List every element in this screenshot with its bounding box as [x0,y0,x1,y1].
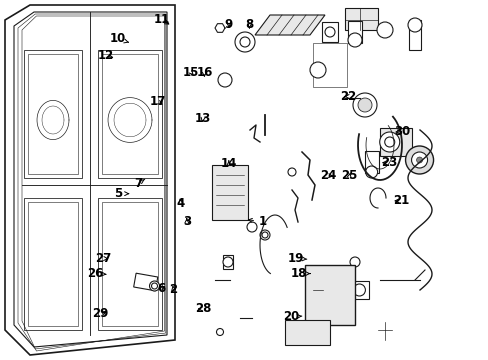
Circle shape [349,257,359,267]
Polygon shape [5,5,175,355]
Circle shape [287,168,295,176]
Circle shape [315,73,324,81]
Circle shape [262,232,267,238]
Circle shape [335,73,343,81]
Text: 28: 28 [194,302,211,315]
Circle shape [223,257,232,267]
Text: 11: 11 [153,13,169,26]
Text: 4: 4 [177,197,184,210]
Text: 7: 7 [134,177,144,190]
Text: 8: 8 [245,18,253,31]
Circle shape [384,137,394,147]
Text: 24: 24 [320,169,336,182]
Text: 22: 22 [339,90,356,103]
Polygon shape [285,320,329,345]
Text: 15: 15 [182,66,199,78]
Circle shape [379,132,399,152]
Bar [223,255,232,269]
Circle shape [411,152,427,168]
Circle shape [315,49,324,57]
Text: 23: 23 [380,156,396,169]
Circle shape [352,93,376,117]
Bar [408,20,420,50]
Polygon shape [305,265,354,325]
Text: 12: 12 [97,49,114,62]
Polygon shape [212,165,247,220]
Text: 19: 19 [287,252,306,265]
Bar [379,128,411,156]
Bar [312,43,346,87]
Circle shape [309,62,325,78]
Text: 6: 6 [157,282,165,294]
Text: 5: 5 [114,187,128,200]
Text: 21: 21 [392,194,408,207]
Text: 1: 1 [248,215,266,228]
Circle shape [376,22,392,38]
Bar [349,281,368,299]
Bar [321,22,337,42]
Circle shape [325,27,334,37]
Circle shape [416,157,422,163]
Polygon shape [254,15,325,35]
Circle shape [407,18,421,32]
Circle shape [347,33,361,47]
Circle shape [246,222,257,232]
Text: 17: 17 [149,95,165,108]
Text: 18: 18 [290,267,309,280]
Text: 16: 16 [196,66,212,78]
Circle shape [405,146,433,174]
Circle shape [218,73,231,87]
Text: 25: 25 [341,169,357,182]
Text: 14: 14 [220,157,237,170]
Circle shape [240,37,249,47]
Text: 3: 3 [183,215,190,228]
Polygon shape [345,8,377,30]
Bar [133,273,158,291]
Text: 13: 13 [194,112,211,125]
Text: 26: 26 [86,267,106,280]
Bar [364,151,378,173]
Text: 27: 27 [95,252,112,265]
Text: 10: 10 [109,32,128,45]
Circle shape [151,283,157,289]
Circle shape [216,329,223,336]
Text: 20: 20 [282,310,301,323]
Text: 9: 9 [224,18,232,31]
Text: 29: 29 [92,307,108,320]
Circle shape [149,281,159,291]
Circle shape [353,284,365,296]
Text: 30: 30 [393,125,409,138]
Circle shape [357,98,371,112]
Circle shape [235,32,254,52]
Bar [347,21,361,43]
Circle shape [365,166,377,178]
Circle shape [260,230,269,240]
Circle shape [335,49,343,57]
Text: 2: 2 [169,283,177,296]
